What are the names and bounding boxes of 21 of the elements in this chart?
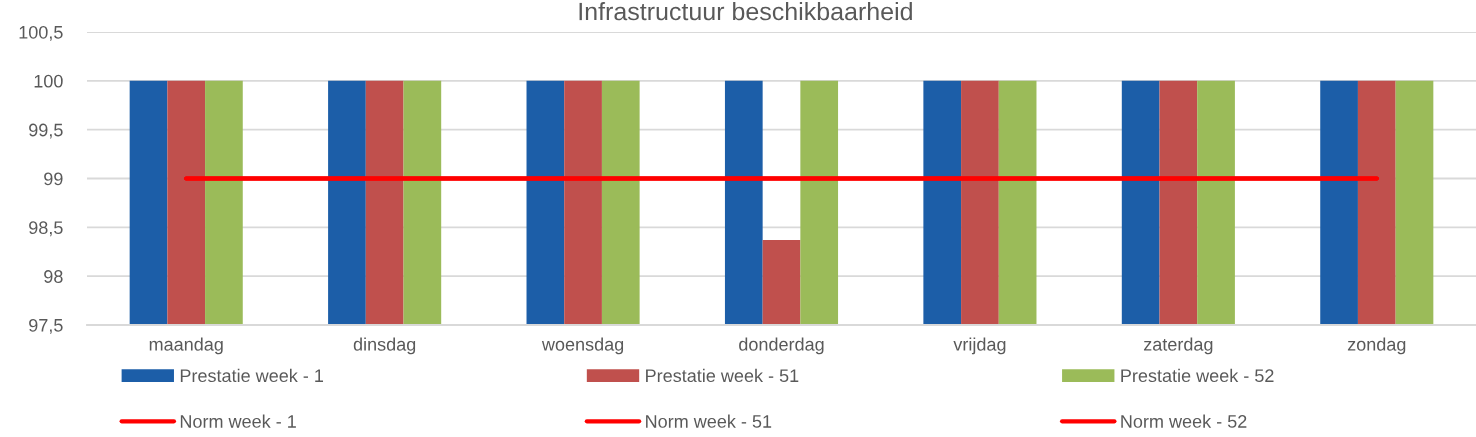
x-tick-label: maandag [149,337,223,355]
legend-label: Prestatie week - 1 [180,368,324,383]
x-tick-label: dinsdag [353,337,416,355]
x-tick-label: zaterdag [1143,337,1213,355]
y-tick-label: 99,5 [29,123,63,139]
x-tick-label: zondag [1347,337,1406,355]
y-tick-label: 98,5 [29,221,63,237]
y-tick-label: 98 [44,270,63,283]
legend-label: Norm week - 51 [646,414,772,428]
y-tick-label: 100 [34,74,63,88]
legend-label: Norm week - 52 [1121,414,1247,428]
x-tick-label: woensdag [541,337,624,355]
y-tick-label: 97,5 [29,318,63,334]
x-tick-label: vrijdag [953,337,1006,355]
y-tick-label: 99 [44,172,63,186]
legend-label: Norm week - 1 [180,414,296,428]
legend-label: Prestatie week - 51 [646,368,799,383]
chart-title: Infrastructuur beschikbaarheid [579,2,912,21]
legend-label: Prestatie week - 52 [1121,368,1274,383]
y-tick-label: 100,5 [19,25,63,41]
x-tick-label: donderdag [739,337,824,355]
